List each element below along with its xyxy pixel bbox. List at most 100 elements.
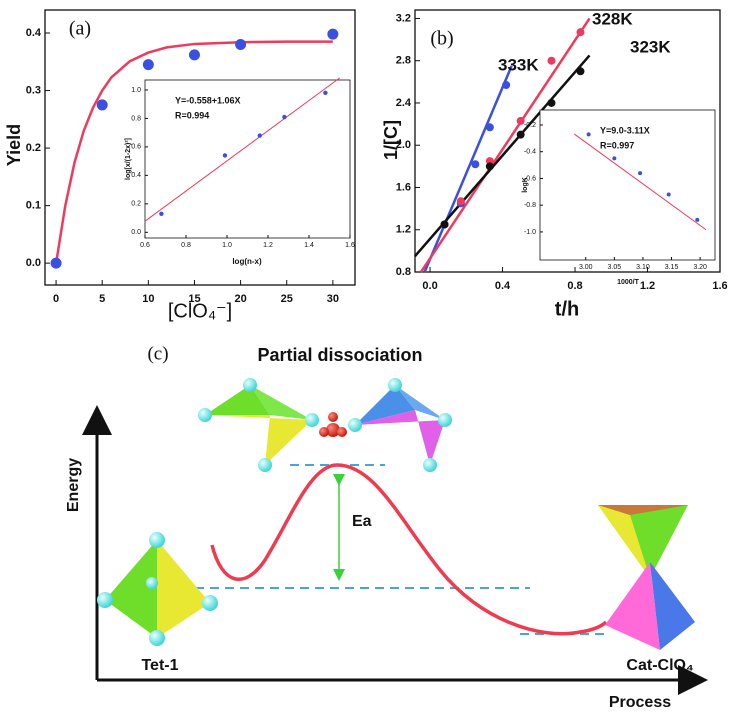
annotation: R=0.997 [600,140,634,150]
plot-frame [144,79,351,239]
chart-panel: 0.6 0.8 1.0 1.2 1.4 1.6 0.0 0.2 0.4 0.6 0.8 1.0 Y=-0… [125,77,355,266]
cat-polyhedra [598,505,695,650]
data-point [323,90,328,96]
x-tick-label: 5 [99,293,105,305]
x-tick-label: 0 [53,293,59,305]
x-axis-label: log(n-x) [232,257,262,266]
start-label: Tet-1 [141,657,178,674]
data-point [50,257,62,269]
x-tick-label: 3.05 [608,264,622,271]
diagram-title: Partial dissociation [257,345,422,365]
y-tick-label: 2.8 [396,55,411,67]
y-tick-label: 0.0 [131,229,141,236]
y-tick-label: 1.6 [396,181,411,193]
data-point [327,28,339,40]
energy-curve [210,463,608,636]
data-point [516,130,525,139]
panel-label: (b) [430,28,453,50]
x-tick-label: 30 [327,293,339,305]
x-tick-label: 1.6 [712,280,727,292]
x-axis-label: [ClO₄⁻] [168,300,232,322]
series-label: 333K [498,55,539,74]
data-point [257,133,262,138]
plot-frame [539,109,716,261]
data-point [142,59,154,71]
y-tick-label: -0.2 [524,122,536,129]
y-tick-label: 2.4 [396,97,412,109]
x-tick-label: 3.15 [665,264,679,271]
x-tick-label: 0.6 [140,242,150,249]
data-point [576,67,585,76]
x-tick-label: 1.2 [640,280,655,292]
data-point [547,98,556,107]
y-axis-label: Energy [65,458,82,512]
fit-line [54,40,333,264]
series-label: 328K [592,9,633,28]
tet-1-polyhedron [97,532,218,646]
annotation: Y=-0.558+1.06X [175,95,241,105]
x-axis-label: Process [609,694,671,711]
diagram-labels: (c) Partial dissociation Energy Process Ea Te… [65,343,693,711]
data-point [485,123,494,132]
data-point [235,39,247,51]
y-tick-label: 0.1 [26,200,41,212]
data-point [576,28,585,37]
x-tick-label: 1.6 [345,242,355,249]
x-tick-label: 0.0 [422,280,437,292]
x-tick-label: 10 [142,293,154,305]
data-point [502,81,511,90]
y-tick-label: -0.6 [524,175,536,182]
y-tick-label: 0.2 [131,201,141,208]
data-point [440,220,449,229]
x-tick-label: 0.8 [181,242,191,249]
y-tick-label: 1.2 [396,224,411,236]
x-tick-label: 1.0 [222,242,232,249]
x-tick-label: 3.20 [693,264,707,271]
data-point [516,116,525,125]
x-tick-label: 0.4 [495,280,511,292]
fit-line [419,17,591,273]
data-point [188,49,200,61]
y-axis-label: 1/[C] [381,120,401,160]
y-tick-label: 2.0 [396,139,411,151]
data-point [282,114,287,120]
data-point [456,197,465,206]
fit-line [574,133,707,231]
y-axis-label: Yield [4,124,24,166]
y-tick-label: 0.8 [131,115,141,122]
y-tick-label: 0.8 [396,266,411,278]
x-tick-label: 25 [281,293,293,305]
y-tick-label: 3.2 [396,12,411,24]
y-tick-label: 1.0 [131,87,141,94]
data-point [666,192,671,197]
panel-label: (c) [147,343,168,364]
x-axis-label: 1000/T [617,279,640,286]
x-tick-label: 20 [234,293,246,305]
data-point [695,217,700,222]
y-axis-label: log[x/(1-2x)²] [125,138,132,180]
data-point [547,56,556,65]
energy-diagram [82,378,708,695]
y-tick-label: -0.8 [524,202,536,209]
end-label: Cat-ClO₄ [626,657,693,674]
fit-line [423,65,513,273]
data-point [96,99,108,111]
panel-label: (a) [69,18,91,40]
y-tick-label: 0.2 [26,142,41,154]
data-point [612,156,617,161]
annotation: R=0.994 [175,110,209,120]
chart-panel: 3.00 3.05 3.10 3.15 3.20 -1.0 -0.8 -0.6 -0.4 -0.2… [522,109,716,286]
x-tick-label: 3.10 [636,264,650,271]
x-tick-label: 0.8 [567,280,582,292]
annotation: Y=9.0-3.11X [600,125,650,135]
data-point [485,162,494,171]
x-axis-label: t/h [555,298,579,320]
x-tick-label: 1.2 [263,242,273,249]
data-point [159,211,164,217]
y-tick-label: -1.0 [524,229,536,236]
y-tick-label: 0.3 [26,84,41,96]
data-point [471,160,480,169]
y-tick-label: 0.0 [26,257,41,269]
